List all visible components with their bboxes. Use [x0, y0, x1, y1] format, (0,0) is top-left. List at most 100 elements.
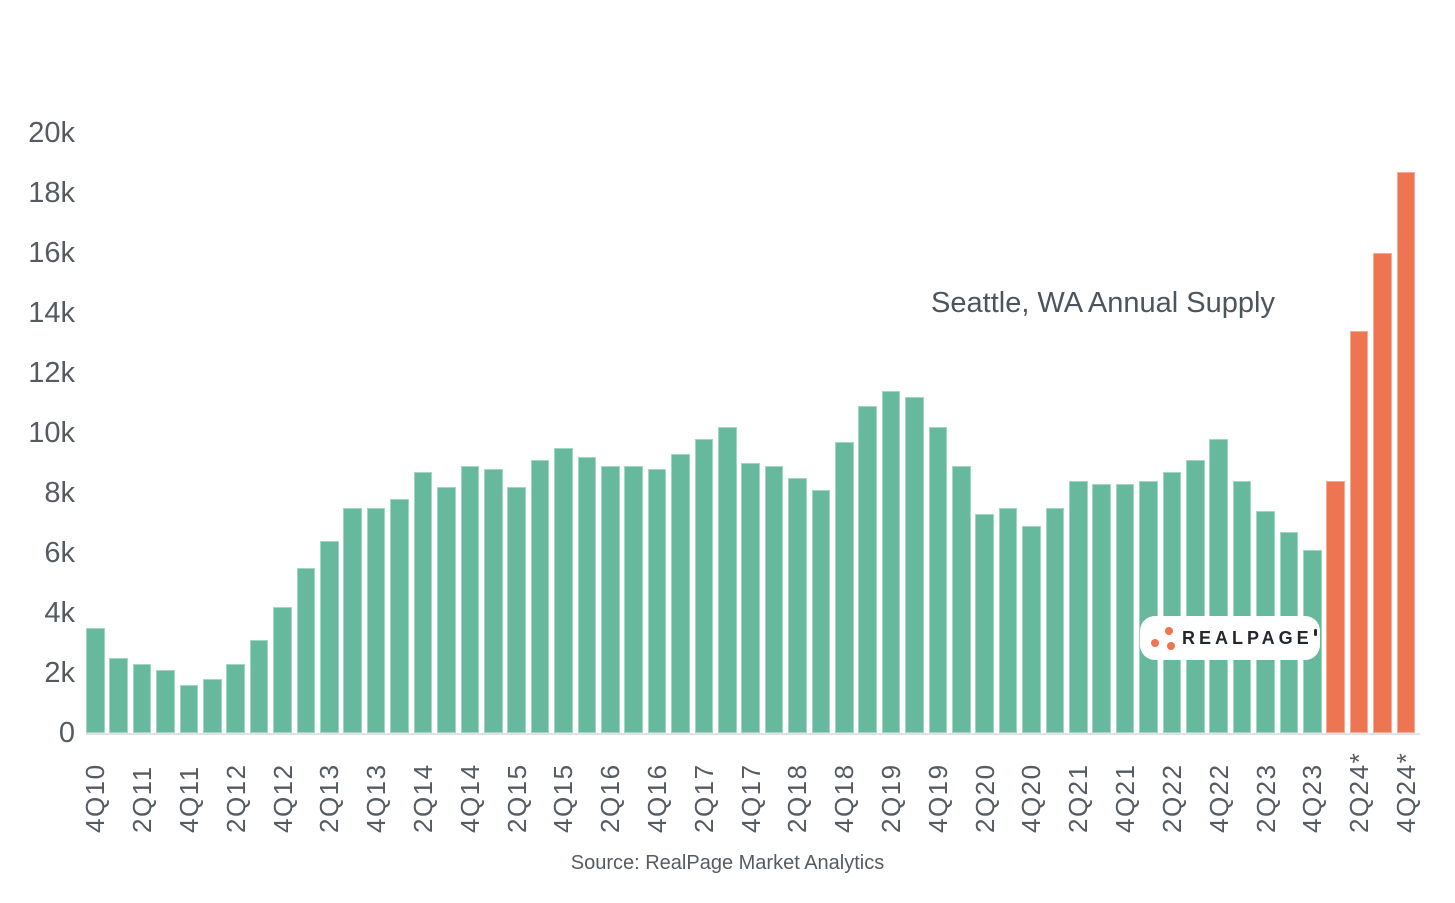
- x-tick-label: 4Q24*: [1390, 751, 1421, 833]
- bar-forecast: [1396, 172, 1416, 733]
- y-tick-label: 8k: [44, 477, 75, 509]
- bar-actual: [1115, 484, 1135, 733]
- x-tick-label: 4Q23: [1297, 763, 1328, 833]
- y-tick-label: 14k: [28, 297, 75, 329]
- x-tick-label: 4Q18: [829, 763, 860, 833]
- bar-actual: [858, 406, 877, 733]
- y-tick-label: 18k: [28, 177, 75, 209]
- bar-forecast: [1326, 481, 1346, 733]
- bar-actual: [717, 427, 737, 733]
- x-tick-label: 4Q11: [173, 765, 204, 833]
- x-tick-label: 4Q20: [1016, 763, 1047, 833]
- bar-forecast: [1373, 253, 1392, 733]
- bar-actual: [320, 541, 339, 733]
- x-tick-label: 2Q18: [782, 763, 813, 833]
- bar-actual: [156, 670, 175, 733]
- y-tick-label: 20k: [28, 117, 75, 149]
- bar-actual: [226, 664, 246, 733]
- x-tick-label: 2Q24*: [1344, 751, 1375, 833]
- bar-actual: [554, 448, 573, 733]
- x-tick-label: 4Q10: [80, 763, 111, 833]
- bar-actual: [109, 658, 129, 733]
- bar-actual: [203, 679, 222, 733]
- x-tick-label: 2Q20: [969, 763, 1000, 833]
- bar-actual: [507, 487, 526, 733]
- source-caption: Source: RealPage Market Analytics: [570, 852, 885, 874]
- bar-actual: [1232, 481, 1252, 733]
- x-tick-label: 2Q22: [1156, 763, 1187, 833]
- bar-actual: [1186, 460, 1205, 733]
- y-tick-label: 16k: [28, 237, 75, 269]
- bar-actual: [1022, 526, 1041, 733]
- x-tick-label: 2Q21: [1063, 763, 1094, 833]
- x-tick-label: 4Q21: [1110, 763, 1141, 833]
- x-tick-label: 4Q15: [548, 763, 579, 833]
- bar-forecast: [1349, 331, 1369, 733]
- bar-actual: [624, 466, 643, 733]
- realpage-logo: REALPAGE: [1140, 616, 1320, 660]
- bar-actual: [460, 466, 480, 733]
- x-tick-label: 2Q11: [127, 765, 158, 833]
- chart-title: Seattle, WA Annual Supply: [931, 287, 1275, 319]
- bar-actual: [764, 466, 784, 733]
- bar-actual: [951, 466, 971, 733]
- bar-actual: [928, 427, 948, 733]
- x-tick-label: 2Q23: [1250, 763, 1281, 833]
- x-tick-label: 2Q12: [220, 763, 251, 833]
- bar-actual: [671, 454, 690, 733]
- y-tick-label: 12k: [28, 357, 75, 389]
- logo-dot: [1151, 639, 1159, 647]
- bar-actual: [1162, 472, 1182, 733]
- x-tick-label: 2Q17: [688, 763, 719, 833]
- x-tick-label: 4Q22: [1203, 763, 1234, 833]
- bar-actual: [1045, 508, 1065, 733]
- bar-actual: [1209, 439, 1229, 733]
- bar-actual: [530, 460, 550, 733]
- x-tick-label: 4Q16: [642, 763, 673, 833]
- bar-actual: [249, 640, 269, 733]
- x-tick-label: 2Q16: [595, 763, 626, 833]
- realpage-dots-icon: [1148, 621, 1182, 655]
- bar-actual: [881, 391, 901, 733]
- bar-actual: [86, 628, 105, 733]
- bar-actual: [741, 463, 760, 733]
- x-tick-label: 4Q14: [454, 763, 485, 833]
- realpage-logo-text: REALPAGE: [1182, 628, 1313, 648]
- x-tick-label: 4Q17: [735, 763, 766, 833]
- y-tick-label: 4k: [44, 597, 75, 629]
- bar-actual: [296, 568, 316, 733]
- y-tick-label: 2k: [44, 657, 75, 689]
- bar-actual: [1092, 484, 1112, 733]
- bar-actual: [788, 478, 807, 733]
- bar-actual: [483, 469, 503, 733]
- bar-actual: [1068, 481, 1088, 733]
- x-tick-label: 4Q13: [361, 763, 392, 833]
- bar-actual: [179, 685, 199, 733]
- plot-area: [86, 133, 1420, 735]
- bar-actual: [390, 499, 409, 733]
- trademark-mark: [1313, 629, 1317, 636]
- bar-actual: [811, 490, 831, 733]
- bar-actual: [1139, 481, 1158, 733]
- bar-actual: [366, 508, 386, 733]
- bar-actual: [413, 472, 433, 733]
- x-tick-label: 2Q14: [407, 763, 438, 833]
- y-tick-label: 0: [58, 717, 75, 749]
- bar-actual: [577, 457, 597, 733]
- bar-actual: [647, 469, 667, 733]
- y-tick-label: 10k: [28, 417, 75, 449]
- bar-actual: [694, 439, 714, 733]
- bar-actual: [975, 514, 994, 733]
- bar-actual: [132, 664, 152, 733]
- bar-actual: [998, 508, 1018, 733]
- x-tick-label: 4Q19: [922, 763, 953, 833]
- x-tick-label: 2Q19: [876, 763, 907, 833]
- bar-actual: [600, 466, 620, 733]
- logo-dot: [1165, 627, 1173, 635]
- bar-actual: [834, 442, 854, 733]
- y-tick-label: 6k: [44, 537, 75, 569]
- x-tick-label: 4Q12: [267, 763, 298, 833]
- x-tick-label: 2Q13: [314, 763, 345, 833]
- x-tick-label: 2Q15: [501, 763, 532, 833]
